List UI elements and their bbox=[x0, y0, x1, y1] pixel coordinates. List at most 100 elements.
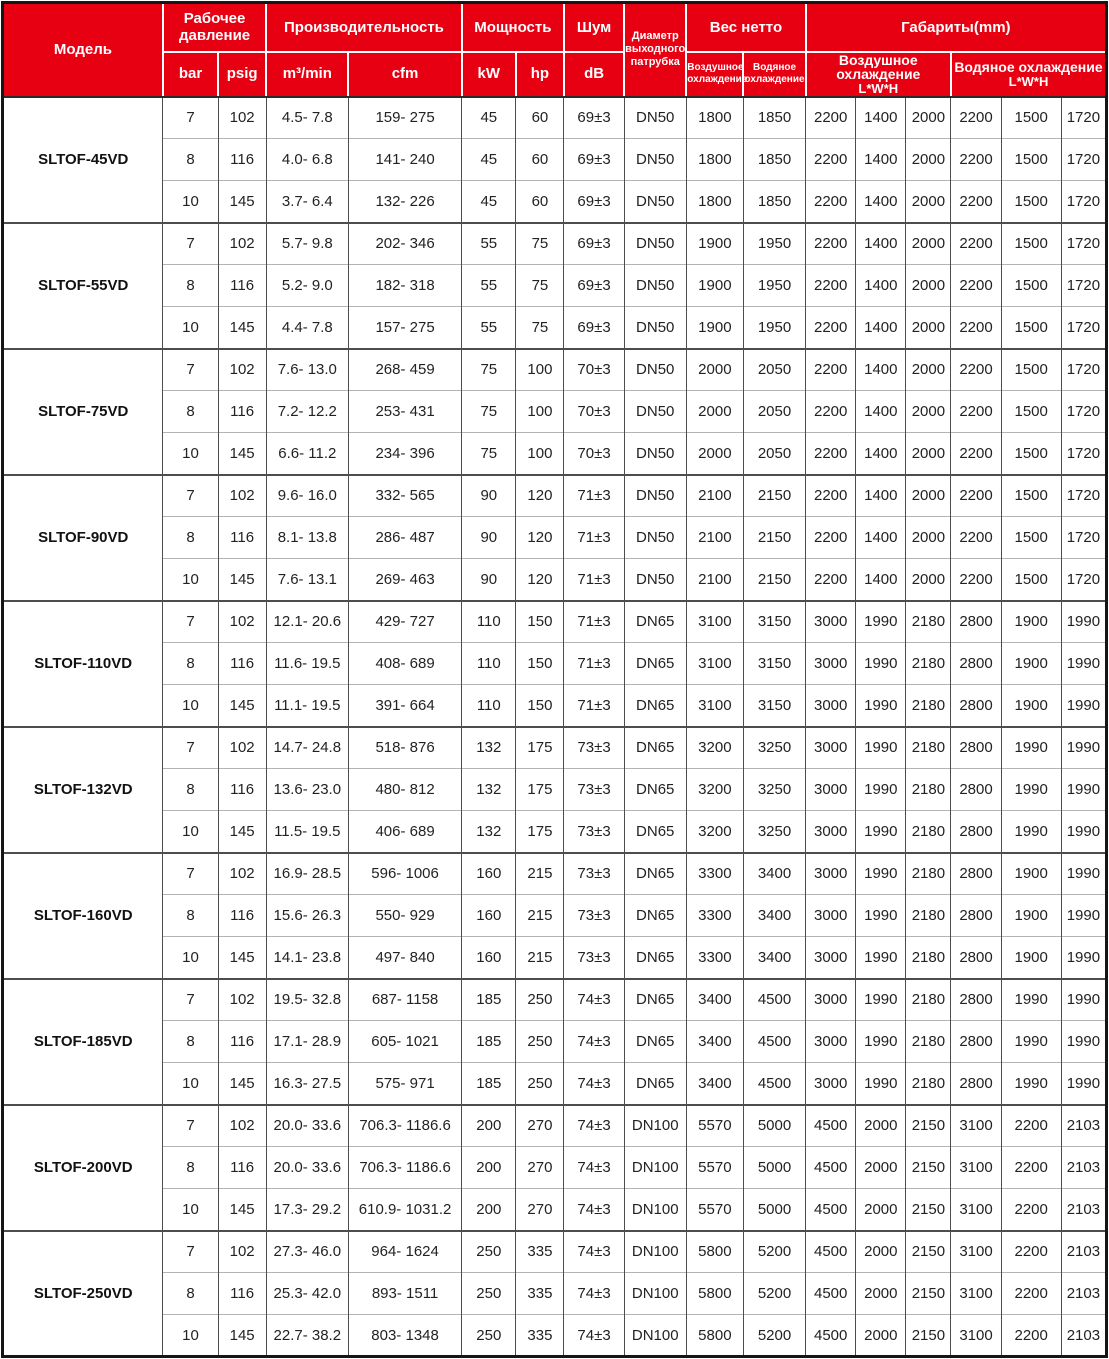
table-row: SLTOF-160VD 7 102 16.9- 28.5 596- 1006 160 215… bbox=[2, 851, 1108, 979]
cell: 7 bbox=[162, 725, 219, 769]
cell: 234- 396 bbox=[347, 432, 463, 475]
cell: 60 bbox=[515, 95, 565, 139]
cell: 2800 bbox=[950, 977, 1002, 1021]
cell: 200 bbox=[461, 1188, 517, 1231]
header-m3min: m³/min bbox=[265, 50, 350, 98]
cell: 116 bbox=[217, 1020, 267, 1063]
cell: 20.0- 33.6 bbox=[265, 1146, 349, 1189]
cell: 1950 bbox=[742, 306, 807, 349]
cell: 1990 bbox=[1000, 1062, 1062, 1105]
cell: 1800 bbox=[685, 138, 744, 181]
cell: 120 bbox=[515, 516, 565, 559]
cell: 157- 275 bbox=[347, 306, 463, 349]
cell: 70±3 bbox=[563, 432, 625, 475]
cell: 69±3 bbox=[563, 306, 625, 349]
cell: 406- 689 bbox=[347, 810, 463, 853]
cell: 10 bbox=[162, 1314, 219, 1357]
cell: 250 bbox=[461, 1229, 517, 1273]
cell: 3000 bbox=[805, 725, 857, 769]
cell: 1990 bbox=[1000, 768, 1062, 811]
cell: 14.7- 24.8 bbox=[265, 725, 349, 769]
cell: 2180 bbox=[905, 684, 952, 727]
cell: 2200 bbox=[1000, 1229, 1062, 1273]
cell: 1990 bbox=[855, 725, 907, 769]
cell: 74±3 bbox=[563, 977, 625, 1021]
cell: 3200 bbox=[685, 768, 744, 811]
cell: 2100 bbox=[685, 473, 744, 517]
cell: DN65 bbox=[623, 851, 687, 895]
cell: 2000 bbox=[905, 558, 952, 601]
cell: 71±3 bbox=[563, 599, 625, 643]
cell: 5000 bbox=[742, 1103, 807, 1147]
cell: 110 bbox=[461, 642, 517, 685]
dim-water-label: Водяное охлаждение bbox=[954, 58, 1103, 75]
cell: 3000 bbox=[805, 851, 857, 895]
cell: 69±3 bbox=[563, 264, 625, 307]
cell: 2000 bbox=[905, 95, 952, 139]
model-name: SLTOF-132VD bbox=[2, 725, 164, 853]
cell: 2180 bbox=[905, 1020, 952, 1063]
cell: 175 bbox=[515, 768, 565, 811]
cell: 2100 bbox=[685, 558, 744, 601]
cell: 17.3- 29.2 bbox=[265, 1188, 349, 1231]
cell: 19.5- 32.8 bbox=[265, 977, 349, 1021]
cell: 2200 bbox=[950, 473, 1002, 517]
cell: 145 bbox=[217, 1062, 267, 1105]
cell: 150 bbox=[515, 642, 565, 685]
cell: 2200 bbox=[950, 180, 1002, 223]
cell: 3000 bbox=[805, 1020, 857, 1063]
cell: 2180 bbox=[905, 810, 952, 853]
cell: 160 bbox=[461, 851, 517, 895]
cell: 1990 bbox=[1060, 1020, 1108, 1063]
cell: 3300 bbox=[685, 936, 744, 979]
cell: 2150 bbox=[742, 516, 807, 559]
cell: 3400 bbox=[742, 894, 807, 937]
table-header: Модель Рабочее давление Производительнос… bbox=[1, 1, 1108, 98]
cell: DN100 bbox=[623, 1103, 687, 1147]
cell: 610.9- 1031.2 bbox=[347, 1188, 463, 1231]
cell: 3000 bbox=[805, 810, 857, 853]
cell: DN100 bbox=[623, 1188, 687, 1231]
cell: 250 bbox=[515, 1062, 565, 1105]
cell: 1720 bbox=[1060, 558, 1108, 601]
cell: 1990 bbox=[855, 851, 907, 895]
cell: 132- 226 bbox=[347, 180, 463, 223]
cell: 102 bbox=[217, 95, 267, 139]
cell: 2000 bbox=[905, 516, 952, 559]
cell: 2200 bbox=[805, 390, 857, 433]
cell: 5.7- 9.8 bbox=[265, 221, 349, 265]
cell: 74±3 bbox=[563, 1229, 625, 1273]
table-row: 10 145 4.4- 7.8 157- 275 55 75 69±3 DN50 1900 195… bbox=[3, 306, 1108, 349]
cell: 270 bbox=[515, 1188, 565, 1231]
cell: DN65 bbox=[623, 1020, 687, 1063]
cell: 102 bbox=[217, 221, 267, 265]
cell: 2200 bbox=[950, 432, 1002, 475]
cell: 2150 bbox=[742, 473, 807, 517]
cell: 145 bbox=[217, 1314, 267, 1357]
cell: 3250 bbox=[742, 810, 807, 853]
cell: 1720 bbox=[1060, 390, 1108, 433]
cell: 1800 bbox=[685, 95, 744, 139]
cell: 10 bbox=[162, 936, 219, 979]
cell: 3000 bbox=[805, 894, 857, 937]
cell: 20.0- 33.6 bbox=[265, 1103, 349, 1147]
table-row: 10 145 3.7- 6.4 132- 226 45 60 69±3 DN50 1800 185… bbox=[3, 180, 1108, 223]
cell: 74±3 bbox=[563, 1272, 625, 1315]
cell: 5000 bbox=[742, 1188, 807, 1231]
cell: 5570 bbox=[685, 1146, 744, 1189]
cell: 1400 bbox=[855, 95, 907, 139]
table-row: 10 145 17.3- 29.2 610.9- 1031.2 200 270 74±3 DN… bbox=[3, 1188, 1108, 1231]
cell: 3000 bbox=[805, 977, 857, 1021]
cell: DN65 bbox=[623, 768, 687, 811]
cell: 11.6- 19.5 bbox=[265, 642, 349, 685]
cell: 4.5- 7.8 bbox=[265, 95, 349, 139]
cell: 2200 bbox=[950, 221, 1002, 265]
cell: 75 bbox=[461, 390, 517, 433]
cell: 1500 bbox=[1000, 473, 1062, 517]
cell: 1400 bbox=[855, 264, 907, 307]
cell: 160 bbox=[461, 936, 517, 979]
cell: 706.3- 1186.6 bbox=[347, 1146, 463, 1189]
cell: 150 bbox=[515, 684, 565, 727]
cell: 2200 bbox=[805, 95, 857, 139]
cell: 5800 bbox=[685, 1272, 744, 1315]
